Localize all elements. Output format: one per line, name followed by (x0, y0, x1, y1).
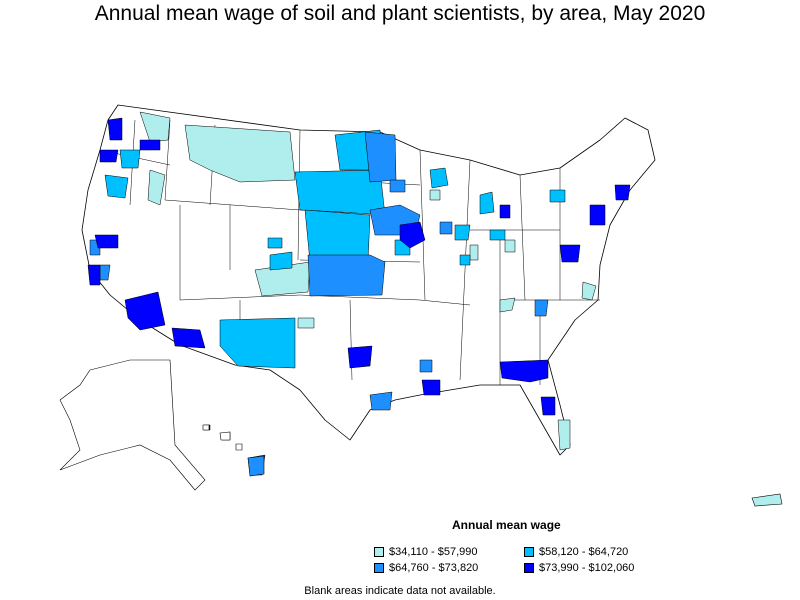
us-choropleth-map (59, 104, 783, 507)
legend-swatch (374, 547, 384, 557)
legend-swatch (374, 563, 384, 573)
map-title: Annual mean wage of soil and plant scien… (94, 2, 706, 25)
wage-band-4-areas (87, 117, 631, 441)
hawaii-islands (202, 424, 243, 451)
legend-swatch (524, 547, 534, 557)
legend-item-band-3: $64,760 - $73,820 (374, 562, 478, 574)
blank-areas-note: Blank areas indicate data not available. (304, 585, 496, 597)
puerto-rico (751, 493, 783, 507)
legend-item-band-2: $58,120 - $64,720 (524, 546, 628, 558)
legend-title: Annual mean wage (452, 518, 561, 532)
legend-label: $73,990 - $102,060 (539, 562, 635, 574)
hawaii-big-island (247, 455, 265, 477)
legend-label: $64,760 - $73,820 (389, 562, 479, 574)
alaska-outline (59, 359, 206, 491)
legend-label: $58,120 - $64,720 (539, 546, 629, 558)
legend-item-band-4: $73,990 - $102,060 (524, 562, 634, 574)
wage-band-1-areas (139, 111, 597, 451)
legend-swatch (524, 563, 534, 573)
legend-item-band-1: $34,110 - $57,990 (374, 546, 477, 558)
legend-label: $34,110 - $57,990 (389, 546, 478, 558)
